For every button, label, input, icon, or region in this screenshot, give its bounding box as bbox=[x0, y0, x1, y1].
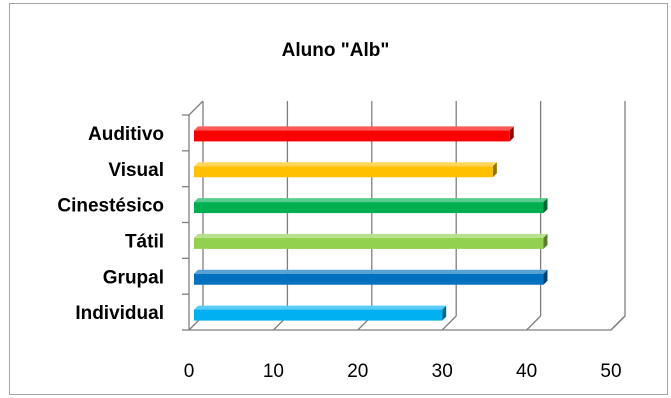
chart-title: Aluno "Alb" bbox=[281, 40, 390, 61]
bar-end-visual bbox=[492, 162, 497, 178]
bar-grupal[interactable] bbox=[194, 273, 544, 285]
bar-end-individual bbox=[442, 305, 447, 321]
bar-top-grupal bbox=[194, 269, 548, 274]
x-tick-label: 0 bbox=[184, 361, 195, 382]
bar-top-individual bbox=[194, 305, 447, 310]
x-tick-label: 20 bbox=[347, 361, 368, 382]
bar-top-cinestésico bbox=[194, 198, 548, 203]
bar-cinestésico[interactable] bbox=[194, 202, 544, 214]
bar-auditivo[interactable] bbox=[194, 130, 510, 142]
bar-top-visual bbox=[194, 162, 497, 167]
bar-visual[interactable] bbox=[194, 166, 493, 178]
bar-end-auditivo bbox=[509, 126, 514, 142]
category-label: Auditivo bbox=[88, 124, 164, 145]
floor-grid-line bbox=[441, 315, 457, 331]
x-tick-label: 10 bbox=[263, 361, 284, 382]
wall-top-edge bbox=[188, 100, 204, 116]
x-tick-label: 30 bbox=[432, 361, 453, 382]
x-tick-label: 40 bbox=[516, 361, 537, 382]
floor-grid-line bbox=[526, 315, 542, 331]
bar-top-tátil bbox=[194, 233, 548, 238]
bar-individual[interactable] bbox=[194, 309, 443, 321]
x-tick-label: 50 bbox=[600, 361, 621, 382]
category-label: Visual bbox=[108, 160, 164, 181]
bar-end-grupal bbox=[543, 269, 548, 285]
category-label: Cinestésico bbox=[57, 196, 164, 217]
bar-tátil[interactable] bbox=[194, 237, 544, 249]
category-label: Individual bbox=[75, 303, 164, 324]
bar-top-auditivo bbox=[194, 126, 514, 131]
floor-grid-line bbox=[610, 315, 626, 331]
category-label: Grupal bbox=[103, 267, 164, 288]
bar-end-tátil bbox=[543, 233, 548, 249]
bar-end-cinestésico bbox=[543, 198, 548, 214]
category-label: Tátil bbox=[125, 231, 164, 252]
